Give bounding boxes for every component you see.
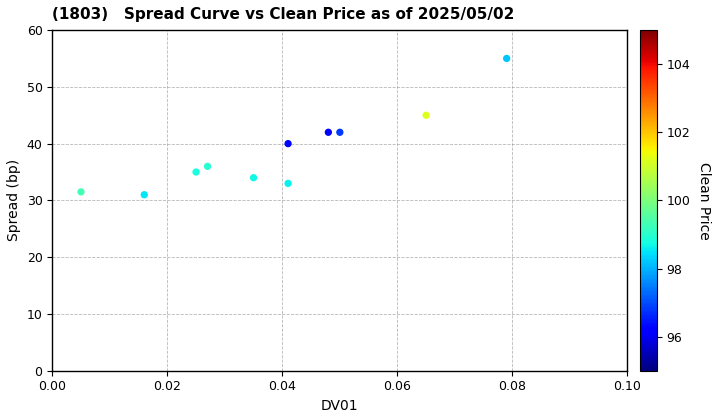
- Point: [420, 112, 432, 118]
- Point: [334, 129, 346, 136]
- Point: [501, 55, 513, 62]
- Point: [282, 140, 294, 147]
- Point: [75, 189, 86, 195]
- X-axis label: DV01: DV01: [321, 399, 359, 413]
- Point: [282, 180, 294, 187]
- Point: [248, 174, 259, 181]
- Y-axis label: Clean Price: Clean Price: [697, 162, 711, 239]
- Y-axis label: Spread (bp): Spread (bp): [7, 159, 21, 242]
- Point: [202, 163, 213, 170]
- Text: (1803)   Spread Curve vs Clean Price as of 2025/05/02: (1803) Spread Curve vs Clean Price as of…: [53, 7, 515, 22]
- Point: [138, 192, 150, 198]
- Point: [323, 129, 334, 136]
- Point: [190, 169, 202, 176]
